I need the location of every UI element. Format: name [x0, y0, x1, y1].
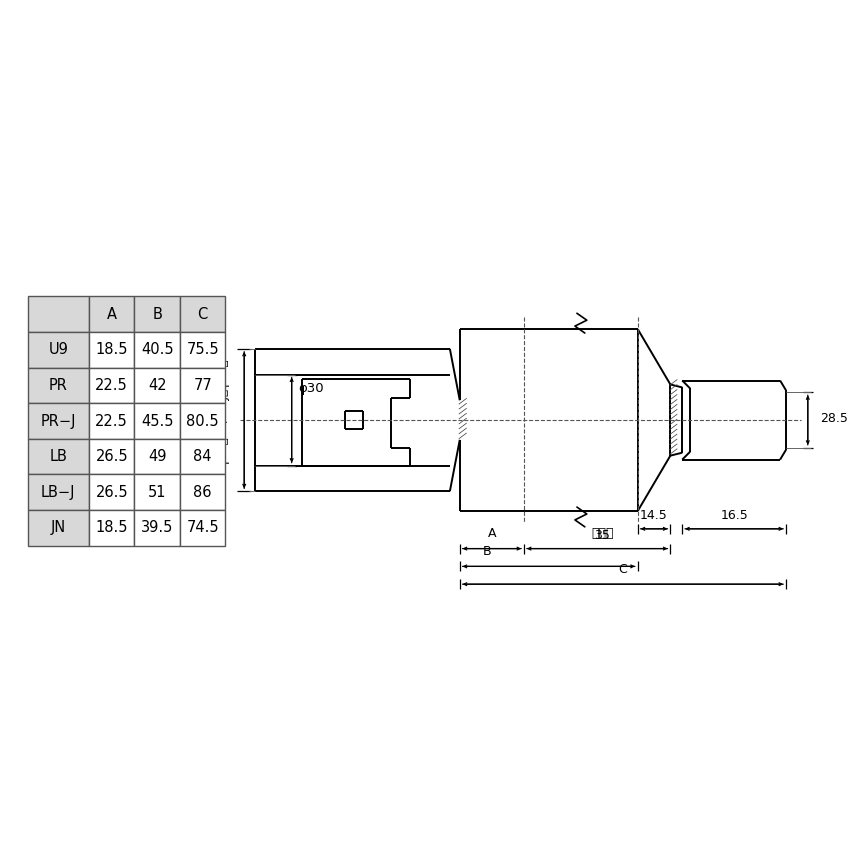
Text: B: B: [152, 307, 162, 322]
FancyBboxPatch shape: [89, 403, 134, 439]
FancyBboxPatch shape: [134, 297, 180, 332]
Text: JN: JN: [51, 520, 66, 536]
Text: 84: 84: [194, 449, 212, 464]
FancyBboxPatch shape: [28, 510, 89, 546]
Text: 42: 42: [148, 378, 167, 393]
FancyBboxPatch shape: [134, 510, 180, 546]
FancyBboxPatch shape: [89, 297, 134, 332]
FancyBboxPatch shape: [89, 439, 134, 474]
FancyBboxPatch shape: [180, 439, 225, 474]
Text: PR−J: PR−J: [41, 414, 76, 428]
Text: 14.5: 14.5: [640, 509, 668, 522]
Text: A: A: [107, 307, 116, 322]
FancyBboxPatch shape: [28, 297, 89, 332]
Text: 18.5: 18.5: [95, 343, 128, 357]
Text: B: B: [483, 546, 492, 558]
FancyBboxPatch shape: [28, 368, 89, 403]
Text: 74.5: 74.5: [186, 520, 219, 536]
Text: 39.5: 39.5: [141, 520, 173, 536]
Text: PR: PR: [49, 378, 68, 393]
Text: A: A: [488, 527, 496, 540]
FancyBboxPatch shape: [134, 332, 180, 368]
Text: φ44（LB,LB-J：φ48）: φ44（LB,LB-J：φ48）: [216, 359, 229, 466]
Text: C: C: [197, 307, 207, 322]
Text: U9: U9: [48, 343, 68, 357]
FancyBboxPatch shape: [28, 403, 89, 439]
Text: 77: 77: [193, 378, 212, 393]
FancyBboxPatch shape: [28, 332, 89, 368]
Text: LB: LB: [49, 449, 67, 464]
Text: 86: 86: [194, 484, 212, 500]
FancyBboxPatch shape: [180, 297, 225, 332]
FancyBboxPatch shape: [134, 403, 180, 439]
Text: 16.5: 16.5: [720, 509, 748, 522]
FancyBboxPatch shape: [134, 439, 180, 474]
FancyBboxPatch shape: [28, 474, 89, 510]
Text: 22.5: 22.5: [95, 378, 128, 393]
FancyBboxPatch shape: [180, 368, 225, 403]
FancyBboxPatch shape: [180, 403, 225, 439]
Text: 35: 35: [594, 529, 610, 541]
Text: φ30: φ30: [298, 382, 324, 395]
Text: C: C: [619, 564, 627, 576]
FancyBboxPatch shape: [89, 368, 134, 403]
Text: 49: 49: [148, 449, 167, 464]
Text: LB−J: LB−J: [41, 484, 76, 500]
FancyBboxPatch shape: [134, 368, 180, 403]
FancyBboxPatch shape: [28, 439, 89, 474]
Text: 40.5: 40.5: [141, 343, 173, 357]
FancyBboxPatch shape: [89, 510, 134, 546]
FancyBboxPatch shape: [180, 332, 225, 368]
FancyBboxPatch shape: [89, 474, 134, 510]
Text: 26.5: 26.5: [95, 484, 128, 500]
Text: 80.5: 80.5: [186, 414, 219, 428]
Text: 扉　厕: 扉 厕: [591, 527, 614, 540]
FancyBboxPatch shape: [89, 332, 134, 368]
FancyBboxPatch shape: [180, 510, 225, 546]
Text: 26.5: 26.5: [95, 449, 128, 464]
Text: 45.5: 45.5: [141, 414, 173, 428]
Text: 75.5: 75.5: [186, 343, 219, 357]
FancyBboxPatch shape: [134, 474, 180, 510]
Text: 51: 51: [148, 484, 167, 500]
Text: 22.5: 22.5: [95, 414, 128, 428]
Text: 18.5: 18.5: [95, 520, 128, 536]
Text: 28.5: 28.5: [819, 411, 847, 425]
FancyBboxPatch shape: [180, 474, 225, 510]
